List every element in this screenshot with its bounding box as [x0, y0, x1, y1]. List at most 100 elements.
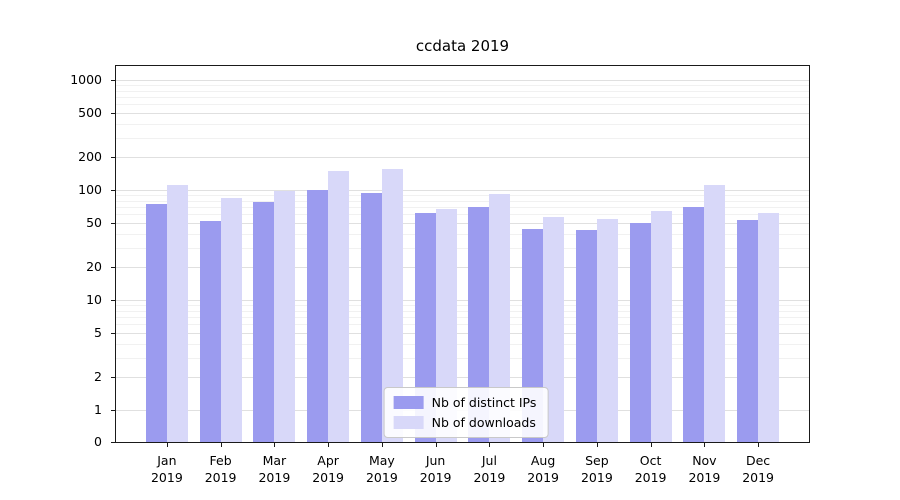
gridline-minor [115, 247, 810, 249]
bar-nb-of-downloads-dec [758, 212, 780, 442]
x-tick-mark [328, 443, 330, 447]
bar-nb-of-distinct-ips-jan [145, 203, 167, 442]
y-tick-mark [111, 267, 115, 268]
y-tick-label: 5 [94, 325, 102, 341]
gridline-minor [115, 214, 810, 216]
bar-nb-of-downloads-nov [704, 185, 726, 442]
x-tick-mark [650, 443, 652, 447]
x-tick-mark [166, 443, 168, 447]
y-tick-label: 2 [94, 368, 102, 384]
gridline-minor [115, 200, 810, 202]
legend-swatch-downloads [393, 416, 424, 429]
bar-nb-of-downloads-jan [166, 185, 188, 442]
y-tick-label: 200 [78, 148, 102, 164]
gridline-minor [115, 343, 810, 345]
x-tick-mark [704, 443, 706, 447]
gridline-minor [115, 104, 810, 106]
y-tick-mark [111, 223, 115, 224]
gridline-minor [115, 97, 810, 98]
x-tick-mark [274, 443, 276, 447]
bar-nb-of-downloads-jul [489, 193, 511, 442]
gridline-minor [115, 195, 810, 196]
gridline-major [115, 80, 810, 81]
y-tick-label: 0 [94, 434, 102, 449]
y-tick-label: 500 [78, 105, 102, 121]
x-tick-mark [220, 443, 222, 447]
chart-title: ccdata 2019 [415, 37, 510, 55]
gridline-major [115, 156, 810, 158]
bar-nb-of-downloads-aug [543, 216, 565, 442]
gridline-minor [115, 305, 810, 306]
bar-nb-of-distinct-ips-may [360, 192, 382, 442]
bar-nb-of-distinct-ips-nov [683, 207, 705, 442]
y-tick-label: 20 [86, 258, 102, 274]
y-tick-mark [111, 157, 115, 158]
y-tick-mark [111, 80, 115, 81]
legend: Nb of distinct IPs Nb of downloads [383, 387, 549, 438]
gridline-minor [115, 233, 810, 235]
x-tick-label: Jun 2019 [419, 453, 452, 485]
gridline-major [115, 113, 810, 115]
gridline-minor [115, 310, 810, 312]
y-tick-label: 1 [94, 402, 102, 417]
gridline-minor [115, 90, 810, 92]
gridline-minor [115, 324, 810, 326]
gridline-major [115, 223, 810, 225]
y-tick-mark [111, 377, 115, 378]
gridline-minor [115, 137, 810, 139]
bar-nb-of-downloads-oct [650, 211, 672, 442]
bar-nb-of-downloads-mar [274, 191, 296, 442]
x-tick-label: Aug 2019 [527, 453, 559, 485]
gridline-major [115, 376, 810, 378]
bar-nb-of-downloads-feb [220, 197, 242, 442]
x-tick-mark [435, 443, 437, 447]
bar-nb-of-downloads-apr [328, 170, 350, 442]
gridline-minor [115, 85, 810, 86]
gridline-minor [115, 357, 810, 359]
bar-nb-of-downloads-may [381, 169, 403, 442]
x-tick-mark [489, 443, 491, 447]
x-tick-mark [596, 443, 598, 447]
legend-swatch-distinct-ips [393, 396, 424, 409]
legend-item-downloads: Nb of downloads [393, 415, 537, 430]
bar-nb-of-downloads-jun [435, 209, 457, 442]
y-tick-mark [111, 333, 115, 334]
y-tick-mark [111, 190, 115, 191]
legend-item-distinct-ips: Nb of distinct IPs [393, 395, 537, 410]
legend-label-distinct-ips: Nb of distinct IPs [431, 395, 537, 410]
x-tick-label: Jul 2019 [473, 453, 506, 485]
legend-label-downloads: Nb of downloads [431, 415, 536, 430]
bar-nb-of-distinct-ips-mar [253, 201, 275, 442]
bar-nb-of-distinct-ips-oct [629, 223, 651, 442]
x-tick-label: May 2019 [365, 453, 398, 485]
y-tick-mark [111, 113, 115, 114]
bar-nb-of-distinct-ips-jun [414, 212, 436, 442]
gridline-minor [115, 207, 810, 208]
gridline-minor [115, 317, 810, 318]
x-tick-label: Jan 2019 [150, 453, 183, 485]
y-tick-label: 1000 [70, 72, 102, 87]
y-tick-label: 100 [78, 182, 102, 197]
bar-nb-of-distinct-ips-feb [199, 221, 221, 442]
x-tick-label: Dec 2019 [742, 453, 774, 485]
bar-nb-of-distinct-ips-jul [468, 207, 490, 442]
y-tick-mark [111, 410, 115, 411]
x-tick-label: Oct 2019 [634, 453, 667, 485]
y-tick-mark [111, 300, 115, 301]
bar-nb-of-distinct-ips-apr [307, 190, 329, 442]
x-tick-label: Feb 2019 [204, 453, 237, 485]
x-tick-mark [758, 443, 760, 447]
x-tick-label: Mar 2019 [258, 453, 291, 485]
x-tick-label: Nov 2019 [688, 453, 721, 485]
plot-area-border [115, 65, 810, 443]
gridline-major [115, 333, 810, 335]
bar-nb-of-distinct-ips-dec [737, 220, 759, 442]
bar-nb-of-downloads-sep [596, 218, 618, 442]
y-tick-label: 10 [86, 292, 102, 307]
x-tick-label: Apr 2019 [312, 453, 344, 485]
y-tick-mark [111, 442, 115, 443]
gridline-major [115, 300, 810, 301]
x-tick-mark [381, 443, 383, 447]
x-tick-label: Sep 2019 [580, 453, 613, 485]
